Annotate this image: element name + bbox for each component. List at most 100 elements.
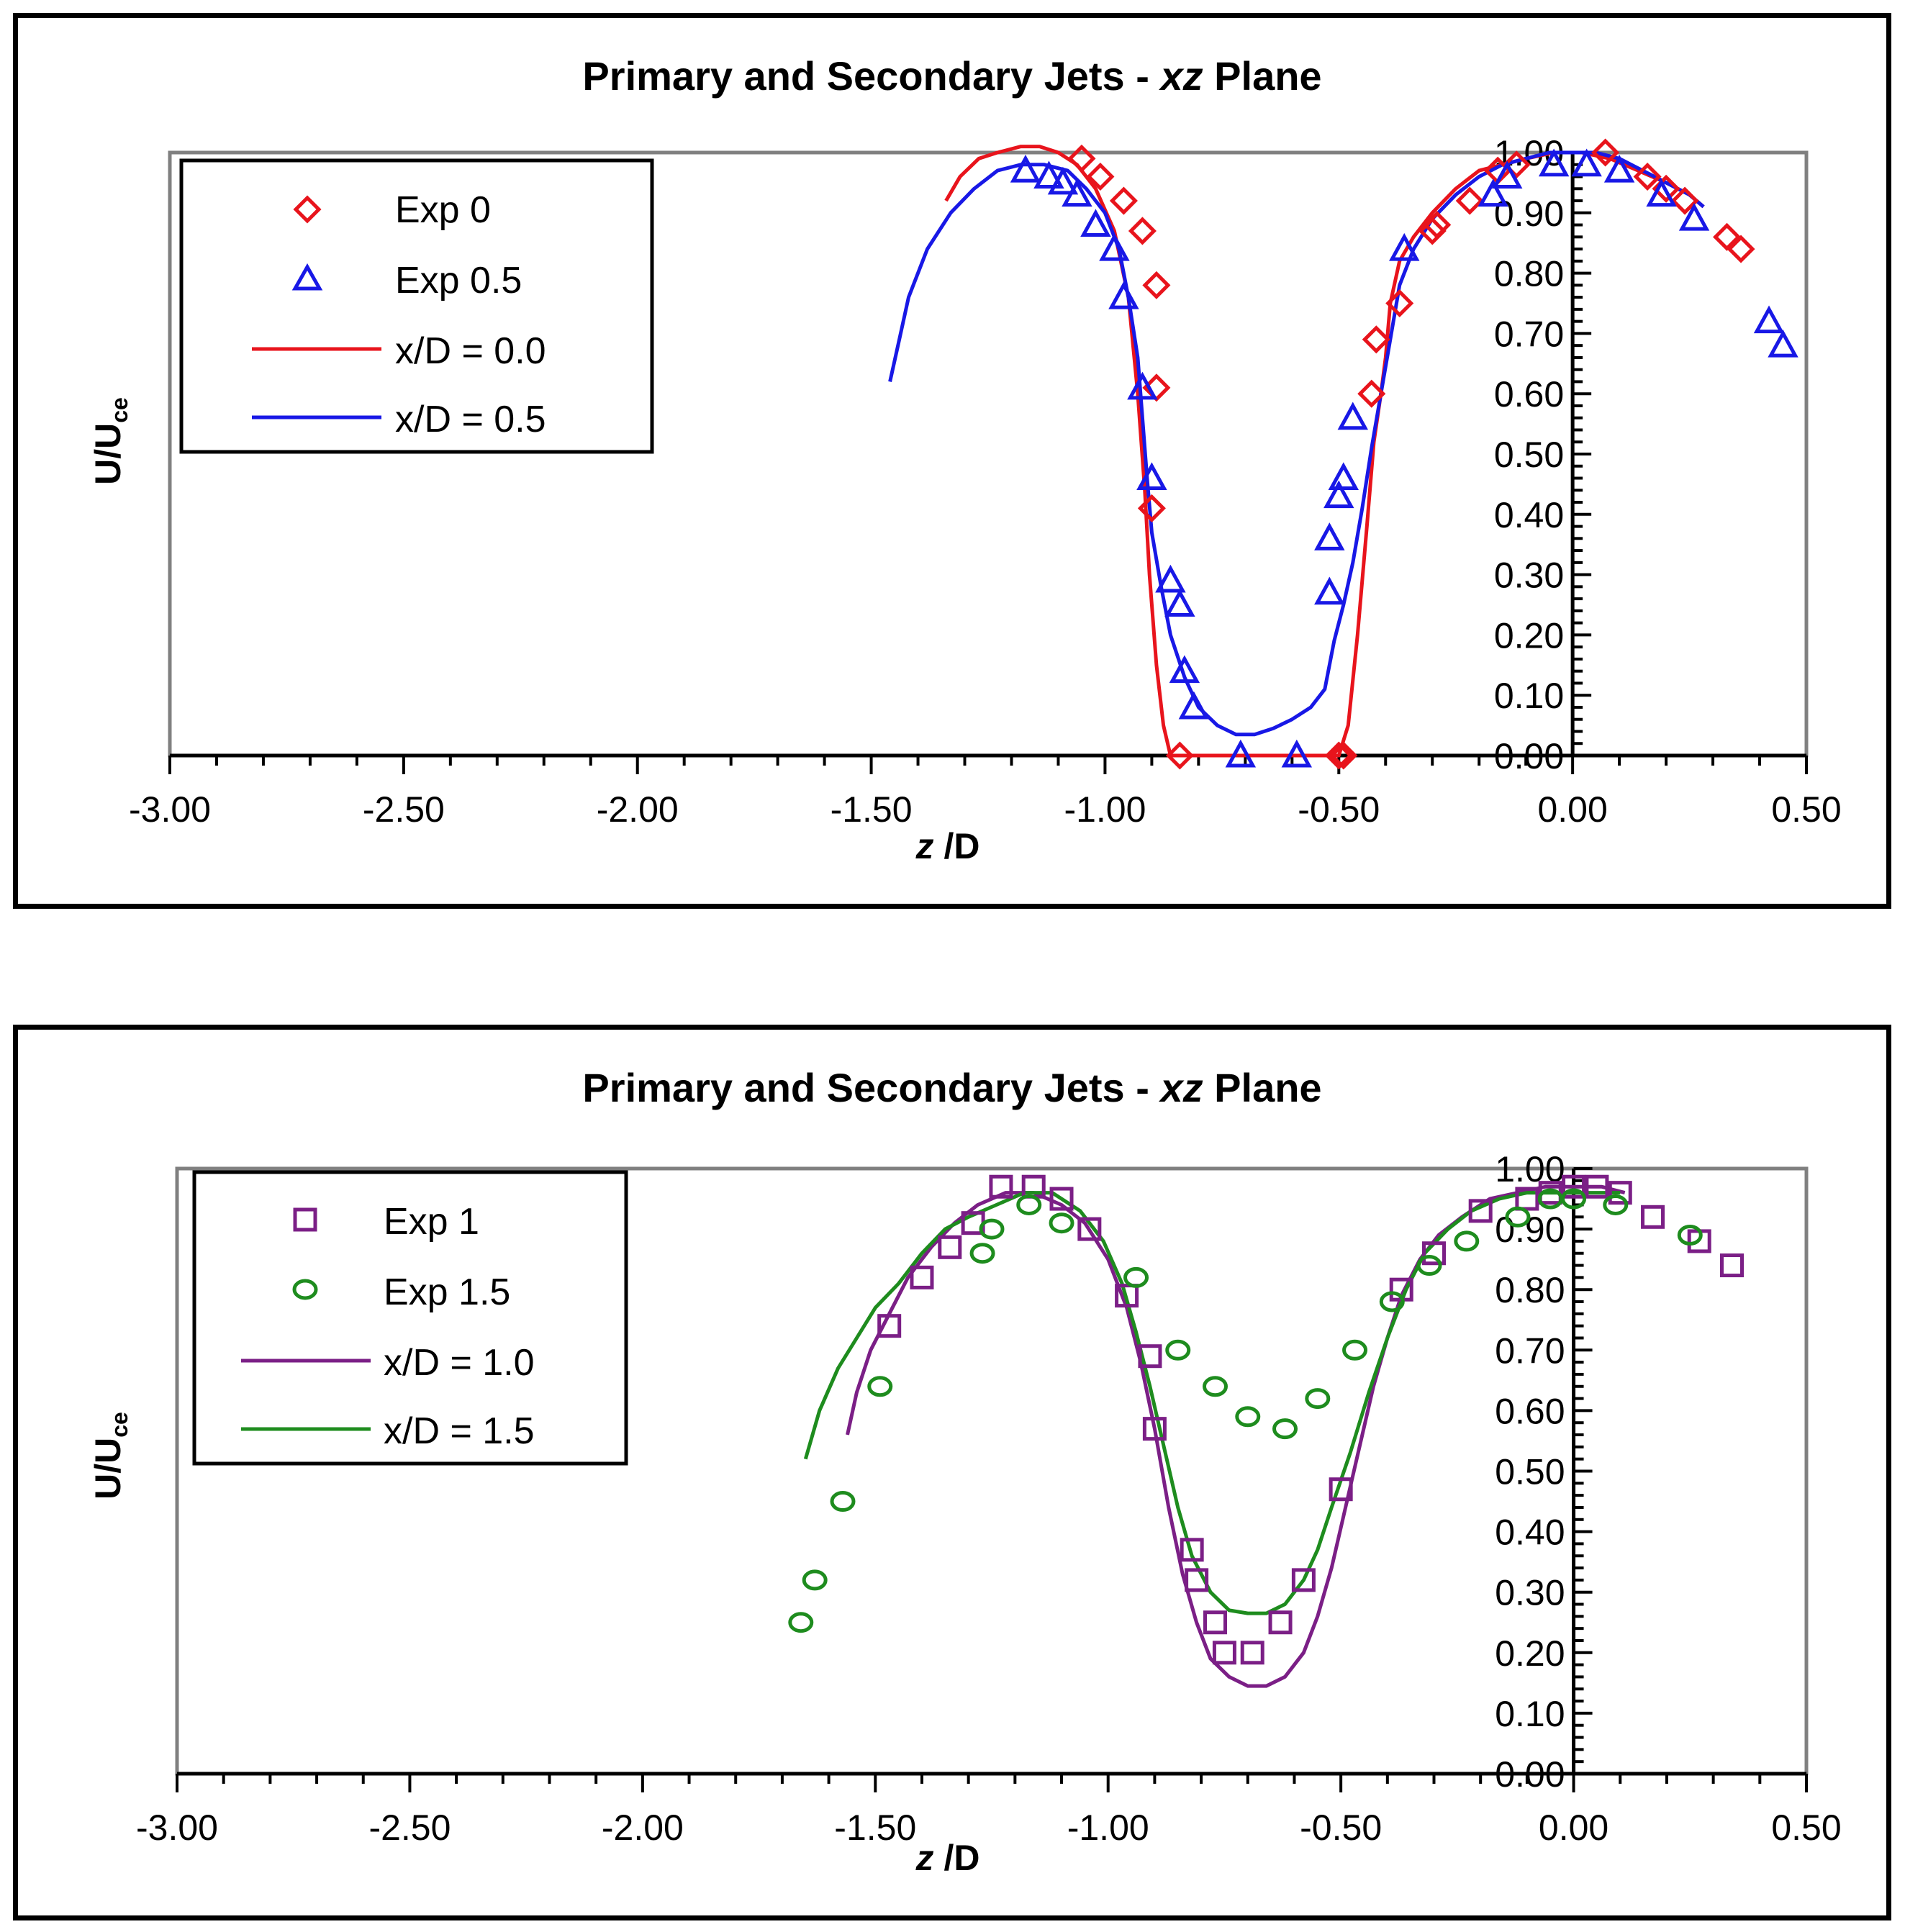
data-point-exp-1 xyxy=(1203,1610,1227,1635)
series-line-x-d-1-5 xyxy=(803,1191,1621,1615)
data-point-exp-1 xyxy=(1049,1187,1074,1211)
y-tick-label: 0.10 xyxy=(1495,1694,1565,1734)
data-point-exp-1-5 xyxy=(1123,1266,1149,1288)
data-point-exp-1-5 xyxy=(802,1569,828,1591)
y-tick-label: 0.90 xyxy=(1494,194,1564,234)
x-tick-label: -3.00 xyxy=(136,1808,218,1848)
data-point-exp-1 xyxy=(1268,1610,1293,1635)
data-point-exp-0-5 xyxy=(1178,691,1210,720)
x-tick-label: -1.00 xyxy=(1067,1808,1149,1848)
data-point-exp-0-5 xyxy=(1768,329,1798,358)
chart-title: Primary and Secondary Jets - xz Plane xyxy=(582,1065,1321,1110)
x-tick-label: -0.50 xyxy=(1300,1808,1382,1848)
data-point-exp-0 xyxy=(1086,162,1115,191)
data-point-exp-0 xyxy=(1165,741,1194,770)
x-tick-label: -1.50 xyxy=(831,789,913,830)
y-tick-label: 0.10 xyxy=(1494,676,1564,716)
data-point-exp-0-5 xyxy=(1127,371,1158,400)
x-tick-label: 0.50 xyxy=(1771,1808,1841,1848)
data-point-exp-0-5 xyxy=(1491,160,1523,189)
data-point-exp-1-5 xyxy=(1505,1206,1531,1228)
data-point-exp-0-5 xyxy=(1136,462,1167,491)
data-point-exp-1-5 xyxy=(867,1376,893,1397)
data-point-exp-1-5 xyxy=(979,1218,1005,1240)
data-point-exp-0-5 xyxy=(1538,148,1570,177)
legend-label-xd-0-0: x/D = 0.0 xyxy=(395,330,546,372)
data-point-exp-1 xyxy=(1142,1417,1167,1441)
data-point-exp-1-5 xyxy=(969,1243,995,1264)
data-point-exp-0-5 xyxy=(1314,522,1345,550)
data-point-exp-0-5 xyxy=(1646,178,1677,207)
x-axis-label: z /D xyxy=(915,826,980,866)
y-tick-label: 0.20 xyxy=(1495,1633,1565,1674)
data-point-exp-1-5 xyxy=(830,1491,856,1513)
data-point-exp-0-5 xyxy=(1328,462,1359,491)
data-point-exp-0-5 xyxy=(1099,232,1130,261)
data-point-exp-0-5 xyxy=(1164,589,1195,617)
data-point-exp-1-5 xyxy=(1454,1230,1480,1252)
y-tick-label: 0.00 xyxy=(1494,736,1564,776)
data-point-exp-0-5 xyxy=(1010,154,1041,183)
legend-label-xd-1-0: x/D = 1.0 xyxy=(384,1342,535,1384)
data-point-exp-1-5 xyxy=(1016,1194,1042,1215)
series-line-x-d-0-5 xyxy=(888,150,1705,737)
data-point-exp-0-5 xyxy=(1225,739,1257,768)
y-tick-label: 0.50 xyxy=(1494,435,1564,475)
data-point-exp-0 xyxy=(1727,235,1755,263)
data-point-exp-1 xyxy=(1422,1241,1447,1266)
data-point-exp-1-5 xyxy=(1049,1212,1074,1234)
data-point-exp-1 xyxy=(1562,1174,1586,1199)
x-tick-label: -3.00 xyxy=(129,789,211,830)
chart-bottom: -3.00 -2.50 -2.00 -1.50 -1.00 -0.50 0.00 0.50 0.… xyxy=(88,1065,1842,1878)
data-point-exp-1-5 xyxy=(1272,1418,1298,1440)
data-point-exp-1-5 xyxy=(1561,1188,1587,1210)
y-tick-label: 0.00 xyxy=(1495,1754,1565,1795)
chart-panel-top: -3.00 -2.50 -2.00 -1.50 -1.00 -0.50 0.00 0.50 0.… xyxy=(13,13,1891,909)
y-tick-label: 0.50 xyxy=(1495,1452,1565,1492)
data-point-exp-0 xyxy=(1591,138,1620,167)
data-point-exp-1 xyxy=(910,1265,934,1289)
data-point-exp-0 xyxy=(1423,211,1452,240)
legend-marker-exp-0 xyxy=(293,195,322,224)
data-point-exp-1-5 xyxy=(1416,1255,1442,1276)
data-point-exp-1-5 xyxy=(788,1612,814,1633)
data-point-exp-0-5 xyxy=(1753,305,1785,334)
x-tick-label: 0.00 xyxy=(1537,789,1607,830)
data-point-exp-1 xyxy=(1115,1284,1139,1308)
data-point-exp-1-5 xyxy=(1677,1225,1703,1246)
chart-title: Primary and Secondary Jets - xz Plane xyxy=(582,53,1321,99)
data-point-exp-0 xyxy=(1329,741,1358,770)
y-tick-label: 0.40 xyxy=(1494,495,1564,535)
data-point-exp-1-5 xyxy=(1603,1194,1629,1215)
chart-panel-bottom: -3.00 -2.50 -2.00 -1.50 -1.00 -0.50 0.00 0.50 0.… xyxy=(13,1025,1891,1920)
legend-marker-exp-0-5 xyxy=(291,263,323,291)
data-point-exp-0 xyxy=(1324,741,1353,770)
y-tick-label: 0.30 xyxy=(1494,555,1564,596)
data-point-exp-0-5 xyxy=(1108,281,1139,309)
data-point-exp-0 xyxy=(1137,494,1166,522)
x-axis-label: z /D xyxy=(915,1838,980,1878)
data-point-exp-1 xyxy=(1138,1344,1162,1369)
chart-top: -3.00 -2.50 -2.00 -1.50 -1.00 -0.50 0.00 0.50 0.… xyxy=(88,53,1842,866)
x-tick-label: 0.00 xyxy=(1539,1808,1608,1848)
data-point-exp-0 xyxy=(1670,186,1699,215)
data-point-exp-0 xyxy=(1357,379,1386,408)
data-point-exp-1 xyxy=(1180,1538,1204,1562)
x-tick-label: -0.50 xyxy=(1298,789,1380,830)
x-tick-label: -2.00 xyxy=(597,789,679,830)
data-point-exp-0-5 xyxy=(1080,209,1111,237)
legend-label-xd-1-5: x/D = 1.5 xyxy=(384,1410,535,1452)
x-tick-label: -2.00 xyxy=(602,1808,684,1848)
data-point-exp-1 xyxy=(938,1235,962,1259)
y-tick-label: 0.40 xyxy=(1495,1513,1565,1553)
y-axis-label: U/Uce xyxy=(88,397,132,485)
data-point-exp-1-5 xyxy=(1379,1291,1405,1312)
y-tick-label: 0.70 xyxy=(1494,314,1564,354)
data-point-exp-0-5 xyxy=(1155,564,1186,593)
legend-label-exp-0: Exp 0 xyxy=(395,189,491,231)
data-point-exp-1 xyxy=(1468,1199,1493,1223)
y-tick-label: 0.20 xyxy=(1494,615,1564,656)
legend-box xyxy=(192,1170,628,1466)
legend-label-exp-1: Exp 1 xyxy=(384,1201,479,1243)
legend-label-exp-1-5: Exp 1.5 xyxy=(384,1271,510,1313)
